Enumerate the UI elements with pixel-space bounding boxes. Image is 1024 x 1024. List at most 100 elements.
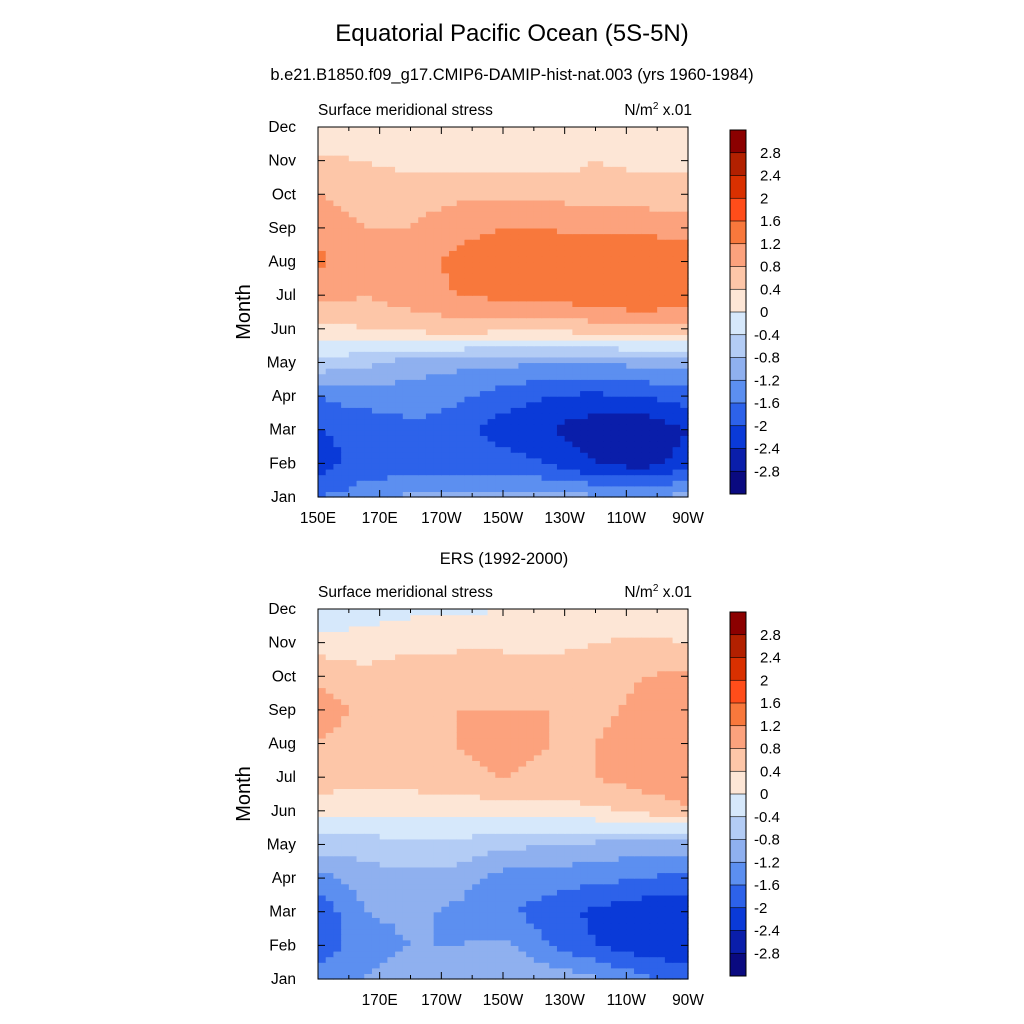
heatmap-cell [472,351,481,358]
heatmap-cell [449,788,458,795]
heatmap-cell [487,132,496,139]
heatmap-cell [348,177,358,184]
heatmap-cell [610,166,620,173]
heatmap-cell [526,894,535,902]
heatmap-cell [657,143,666,151]
heatmap-cell [464,227,473,235]
heatmap-cell [441,317,450,324]
heatmap-cell [541,855,550,862]
heatmap-cell [464,777,473,784]
heatmap-cell [495,211,504,218]
heatmap-cell [549,222,558,229]
heatmap-cell [472,188,481,195]
heatmap-cell [595,855,604,862]
heatmap-cell [572,435,581,442]
heatmap-cell [657,429,666,436]
heatmap-cell [626,216,635,223]
heatmap-cell [495,816,504,823]
heatmap-cell [387,289,396,296]
heatmap-cell [649,143,658,151]
heatmap-cell [664,950,674,958]
heatmap-cell [410,794,419,801]
heatmap-cell [402,390,412,397]
heatmap-cell [379,429,388,436]
heatmap-cell [456,289,466,296]
heatmap-cell [387,463,396,470]
heatmap-cell [503,390,512,397]
heatmap-cell [472,866,481,874]
heatmap-cell [626,911,635,918]
heatmap-cell [472,429,481,436]
heatmap-cell [402,149,412,156]
heatmap-cell [641,485,651,492]
heatmap-cell [634,967,643,974]
heatmap-cell [641,480,651,487]
heatmap-cell [341,351,350,358]
heatmap-cell [549,855,558,862]
heatmap-cell [410,861,419,868]
heatmap-cell [387,334,396,341]
heatmap-cell [541,194,550,201]
heatmap-cell [449,777,458,784]
heatmap-cell [618,850,627,857]
heatmap-cell [603,491,612,498]
colorbar-swatch [730,380,746,404]
heatmap-cell [379,894,388,902]
heatmap-cell [549,794,558,801]
heatmap-cell [341,816,350,823]
heatmap-cell [425,267,435,274]
heatmap-cell [371,418,381,425]
heatmap-cell [371,295,381,302]
heatmap-cell [456,440,466,448]
heatmap-cell [495,418,504,425]
heatmap-cell [533,194,543,201]
heatmap-cell [487,368,496,375]
heatmap-cell [564,396,573,403]
heatmap-cell [325,973,335,980]
heatmap-cell [441,295,450,302]
heatmap-cell [441,250,450,257]
heatmap-cell [618,838,627,846]
heatmap-cell [572,300,581,307]
heatmap-cell [479,155,489,162]
heatmap-cell [664,866,674,874]
heatmap-cell [503,199,512,207]
heatmap-cell [395,199,404,207]
heatmap-cell [318,143,327,151]
heatmap-cell [472,412,481,420]
heatmap-cell [464,782,473,789]
heatmap-cell [672,418,681,425]
heatmap-cell [341,844,350,851]
heatmap-cell [479,328,489,336]
heatmap-cell [564,160,573,167]
heatmap-cell [495,822,504,829]
heatmap-cell [318,300,327,307]
heatmap-cell [395,384,404,392]
heatmap-cell [487,255,496,263]
heatmap-cell [595,412,604,420]
heatmap-cell [379,183,388,190]
heatmap-cell [626,384,635,392]
heatmap-cell [610,244,620,251]
heatmap-cell [618,777,627,784]
heatmap-cell [526,939,535,946]
heatmap-cell [595,340,604,347]
heatmap-cell [595,160,604,167]
heatmap-cell [526,446,535,453]
heatmap-cell [626,171,635,179]
heatmap-cell [680,956,689,963]
heatmap-cell [518,810,527,818]
heatmap-cell [533,900,543,907]
heatmap-cell [541,446,550,453]
heatmap-cell [379,810,388,818]
heatmap-cell [418,216,427,223]
heatmap-cell [495,373,504,380]
heatmap-cell [487,928,496,935]
heatmap-cell [341,356,350,364]
heatmap-cell [418,306,427,313]
heatmap-cell [318,317,327,324]
heatmap-cell [518,945,527,952]
heatmap-cell [449,368,458,375]
heatmap-cell [433,323,442,330]
heatmap-cell [541,435,550,442]
